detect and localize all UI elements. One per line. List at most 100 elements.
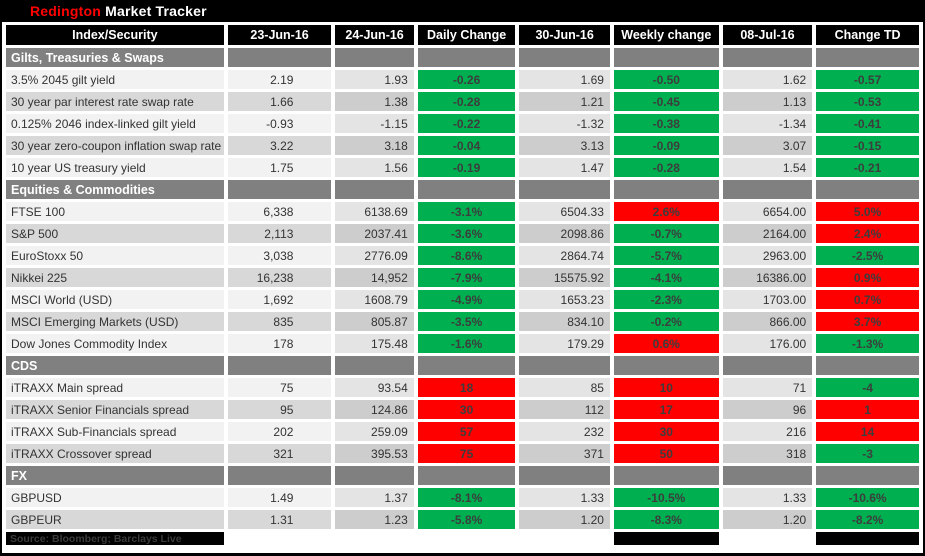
- section-header-filler-cell[interactable]: [519, 180, 610, 199]
- value-cell-30-jun[interactable]: 2864.74: [519, 246, 610, 265]
- value-cell-24-jun[interactable]: 395.53: [335, 444, 414, 463]
- section-header-filler-cell[interactable]: [816, 466, 919, 485]
- security-label-cell[interactable]: iTRAXX Senior Financials spread: [6, 400, 224, 419]
- section-header-filler-cell[interactable]: [335, 180, 414, 199]
- column-header-daily-change[interactable]: Daily Change: [417, 25, 516, 45]
- value-cell-24-jun[interactable]: 93.54: [335, 378, 414, 397]
- security-label-cell[interactable]: 30 year zero-coupon inflation swap rate: [6, 136, 224, 155]
- change-td-cell[interactable]: -2.5%: [816, 246, 919, 265]
- value-cell-08-jul[interactable]: 16386.00: [722, 268, 813, 287]
- value-cell-30-jun[interactable]: 3.13: [519, 136, 610, 155]
- section-header-filler-cell[interactable]: [613, 356, 719, 375]
- weekly-change-cell[interactable]: -0.50: [613, 70, 719, 89]
- section-header-filler-cell[interactable]: [722, 180, 813, 199]
- section-header-filler-cell[interactable]: [722, 356, 813, 375]
- change-td-cell[interactable]: 2.4%: [816, 224, 919, 243]
- section-header-filler-cell[interactable]: [227, 466, 332, 485]
- weekly-change-cell[interactable]: -0.45: [613, 92, 719, 111]
- value-cell-24-jun[interactable]: 3.18: [335, 136, 414, 155]
- value-cell-30-jun[interactable]: 179.29: [519, 334, 610, 353]
- value-cell-23-jun[interactable]: 1.66: [227, 92, 332, 111]
- value-cell-30-jun[interactable]: 6504.33: [519, 202, 610, 221]
- value-cell-30-jun[interactable]: 1.20: [519, 510, 610, 529]
- value-cell-23-jun[interactable]: 321: [227, 444, 332, 463]
- daily-change-cell[interactable]: -3.1%: [417, 202, 516, 221]
- daily-change-cell[interactable]: -0.22: [417, 114, 516, 133]
- section-header-cell[interactable]: FX: [6, 466, 224, 485]
- section-header-filler-cell[interactable]: [335, 48, 414, 67]
- daily-change-cell[interactable]: -4.9%: [417, 290, 516, 309]
- column-header-30-jun[interactable]: 30-Jun-16: [519, 25, 610, 45]
- change-td-cell[interactable]: -1.3%: [816, 334, 919, 353]
- value-cell-08-jul[interactable]: 1.62: [722, 70, 813, 89]
- value-cell-08-jul[interactable]: 1703.00: [722, 290, 813, 309]
- section-header-filler-cell[interactable]: [722, 48, 813, 67]
- value-cell-23-jun[interactable]: 1,692: [227, 290, 332, 309]
- security-label-cell[interactable]: GBPUSD: [6, 488, 224, 507]
- change-td-cell[interactable]: 14: [816, 422, 919, 441]
- security-label-cell[interactable]: 0.125% 2046 index-linked gilt yield: [6, 114, 224, 133]
- change-td-cell[interactable]: 0.9%: [816, 268, 919, 287]
- change-td-cell[interactable]: -0.53: [816, 92, 919, 111]
- daily-change-cell[interactable]: 18: [417, 378, 516, 397]
- daily-change-cell[interactable]: -0.04: [417, 136, 516, 155]
- weekly-change-cell[interactable]: -4.1%: [613, 268, 719, 287]
- value-cell-24-jun[interactable]: 1.37: [335, 488, 414, 507]
- security-label-cell[interactable]: iTRAXX Sub-Financials spread: [6, 422, 224, 441]
- value-cell-08-jul[interactable]: 318: [722, 444, 813, 463]
- security-label-cell[interactable]: Dow Jones Commodity Index: [6, 334, 224, 353]
- section-header-filler-cell[interactable]: [519, 356, 610, 375]
- section-header-filler-cell[interactable]: [227, 180, 332, 199]
- daily-change-cell[interactable]: -1.6%: [417, 334, 516, 353]
- value-cell-08-jul[interactable]: 176.00: [722, 334, 813, 353]
- value-cell-23-jun[interactable]: 6,338: [227, 202, 332, 221]
- value-cell-23-jun[interactable]: 202: [227, 422, 332, 441]
- security-label-cell[interactable]: 10 year US treasury yield: [6, 158, 224, 177]
- value-cell-08-jul[interactable]: 216: [722, 422, 813, 441]
- column-header-index-security[interactable]: Index/Security: [6, 25, 224, 45]
- section-header-cell[interactable]: Gilts, Treasuries & Swaps: [6, 48, 224, 67]
- value-cell-24-jun[interactable]: 2776.09: [335, 246, 414, 265]
- section-header-filler-cell[interactable]: [519, 466, 610, 485]
- daily-change-cell[interactable]: 75: [417, 444, 516, 463]
- section-header-filler-cell[interactable]: [722, 466, 813, 485]
- weekly-change-cell[interactable]: 50: [613, 444, 719, 463]
- security-label-cell[interactable]: 30 year par interest rate swap rate: [6, 92, 224, 111]
- value-cell-30-jun[interactable]: 1653.23: [519, 290, 610, 309]
- value-cell-23-jun[interactable]: 2,113: [227, 224, 332, 243]
- value-cell-08-jul[interactable]: 866.00: [722, 312, 813, 331]
- security-label-cell[interactable]: MSCI Emerging Markets (USD): [6, 312, 224, 331]
- value-cell-08-jul[interactable]: 96: [722, 400, 813, 419]
- daily-change-cell[interactable]: -0.19: [417, 158, 516, 177]
- value-cell-30-jun[interactable]: 15575.92: [519, 268, 610, 287]
- weekly-change-cell[interactable]: 30: [613, 422, 719, 441]
- change-td-cell[interactable]: 3.7%: [816, 312, 919, 331]
- value-cell-24-jun[interactable]: 805.87: [335, 312, 414, 331]
- section-header-filler-cell[interactable]: [816, 48, 919, 67]
- value-cell-24-jun[interactable]: 1608.79: [335, 290, 414, 309]
- value-cell-08-jul[interactable]: -1.34: [722, 114, 813, 133]
- section-header-filler-cell[interactable]: [417, 48, 516, 67]
- value-cell-08-jul[interactable]: 3.07: [722, 136, 813, 155]
- daily-change-cell[interactable]: -8.1%: [417, 488, 516, 507]
- value-cell-08-jul[interactable]: 71: [722, 378, 813, 397]
- value-cell-24-jun[interactable]: 1.93: [335, 70, 414, 89]
- weekly-change-cell[interactable]: 2.6%: [613, 202, 719, 221]
- weekly-change-cell[interactable]: -2.3%: [613, 290, 719, 309]
- section-header-filler-cell[interactable]: [417, 180, 516, 199]
- value-cell-23-jun[interactable]: 3.22: [227, 136, 332, 155]
- section-header-filler-cell[interactable]: [613, 180, 719, 199]
- value-cell-08-jul[interactable]: 1.33: [722, 488, 813, 507]
- value-cell-23-jun[interactable]: -0.93: [227, 114, 332, 133]
- value-cell-23-jun[interactable]: 75: [227, 378, 332, 397]
- value-cell-24-jun[interactable]: 1.38: [335, 92, 414, 111]
- value-cell-23-jun[interactable]: 95: [227, 400, 332, 419]
- change-td-cell[interactable]: -0.21: [816, 158, 919, 177]
- value-cell-30-jun[interactable]: 1.69: [519, 70, 610, 89]
- change-td-cell[interactable]: -4: [816, 378, 919, 397]
- weekly-change-cell[interactable]: -0.2%: [613, 312, 719, 331]
- value-cell-24-jun[interactable]: 259.09: [335, 422, 414, 441]
- value-cell-24-jun[interactable]: 14,952: [335, 268, 414, 287]
- security-label-cell[interactable]: FTSE 100: [6, 202, 224, 221]
- daily-change-cell[interactable]: 30: [417, 400, 516, 419]
